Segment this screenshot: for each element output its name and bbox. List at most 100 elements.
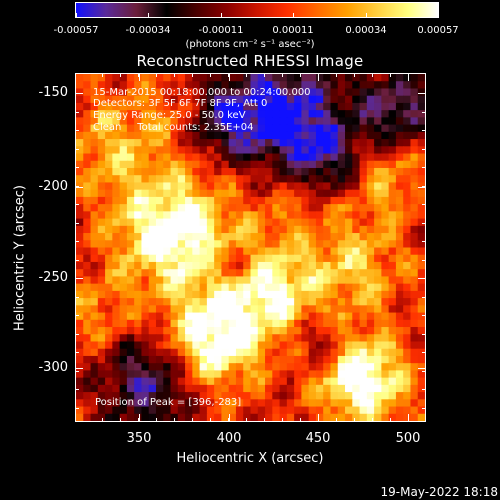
plot-timestamp: 19-May-2022 18:18 (380, 485, 498, 499)
axis-tick-mark (75, 149, 79, 150)
axis-tick-mark (422, 408, 426, 409)
axis-tick-mark (282, 418, 283, 422)
axis-tick-mark (229, 414, 230, 422)
axis-tick-mark (372, 418, 373, 422)
colorbar-unit-label: (photons cm⁻² s⁻¹ asec⁻²) (185, 39, 315, 50)
axis-tick-mark (75, 93, 79, 94)
axis-tick-mark (75, 334, 79, 335)
axis-tick-mark (75, 408, 79, 409)
axis-tick-mark (75, 223, 79, 224)
y-tick-label: -150 (38, 85, 68, 100)
axis-tick-mark (418, 187, 426, 188)
axis-tick-mark (422, 186, 426, 187)
rhessi-image (75, 73, 426, 422)
axis-tick-mark (75, 278, 83, 279)
axis-tick-mark (102, 418, 103, 422)
axis-tick-mark (75, 368, 83, 369)
x-tick-label: 400 (216, 431, 242, 446)
axis-tick-mark (75, 260, 79, 261)
axis-tick-mark (408, 73, 409, 77)
x-tick-label: 350 (126, 431, 152, 446)
x-axis-title: Heliocentric X (arcsec) (176, 451, 324, 466)
axis-tick-mark (210, 73, 211, 77)
axis-tick-mark (156, 73, 157, 77)
colorbar-tick-label: -0.00034 (125, 25, 171, 36)
colorbar-tick-label: 0.00034 (345, 25, 387, 36)
colorbar-tick-mark (76, 13, 77, 18)
axis-tick-mark (336, 73, 337, 77)
axis-tick-mark (102, 73, 103, 77)
axis-tick-mark (422, 93, 426, 94)
axis-tick-mark (139, 73, 140, 81)
axis-tick-mark (422, 112, 426, 113)
y-tick-label: -300 (38, 360, 68, 375)
colorbar (75, 2, 439, 18)
axis-tick-mark (300, 73, 301, 77)
axis-tick-mark (390, 73, 391, 77)
axis-tick-mark (75, 167, 79, 168)
colorbar-tick-label: 0.00011 (272, 25, 314, 36)
axis-tick-mark (422, 297, 426, 298)
axis-tick-mark (174, 418, 175, 422)
colorbar-tick-mark (438, 13, 439, 18)
axis-tick-mark (422, 167, 426, 168)
info-energy-range: Energy Range: 25.0 - 50.0 keV (93, 110, 246, 121)
y-axis-title: Heliocentric Y (arcsec) (12, 185, 28, 331)
axis-tick-mark (336, 418, 337, 422)
axis-tick-mark (75, 112, 79, 113)
axis-tick-mark (390, 418, 391, 422)
axis-tick-mark (210, 418, 211, 422)
axis-tick-mark (75, 278, 79, 279)
axis-tick-mark (228, 418, 229, 422)
axis-tick-mark (422, 371, 426, 372)
colorbar-tick-mark (366, 13, 367, 18)
axis-tick-mark (422, 352, 426, 353)
axis-tick-mark (120, 73, 121, 77)
info-peak-position: Position of Peak = [396,-283] (95, 397, 242, 408)
axis-tick-mark (75, 389, 79, 390)
axis-tick-mark (75, 297, 79, 298)
y-tick-label: -200 (38, 179, 68, 194)
colorbar-tick-mark (293, 13, 294, 18)
axis-tick-mark (75, 371, 79, 372)
axis-tick-mark (75, 241, 79, 242)
axis-tick-mark (372, 73, 373, 77)
axis-tick-mark (422, 260, 426, 261)
axis-tick-mark (422, 334, 426, 335)
axis-tick-mark (422, 130, 426, 131)
info-detectors: Detectors: 3F 5F 6F 7F 8F 9F, Att 0 (93, 98, 268, 109)
axis-tick-mark (282, 73, 283, 77)
axis-tick-mark (354, 418, 355, 422)
axis-tick-mark (229, 73, 230, 81)
axis-tick-mark (264, 73, 265, 77)
axis-tick-mark (75, 93, 83, 94)
axis-tick-mark (75, 187, 83, 188)
colorbar-tick-mark (148, 13, 149, 18)
axis-tick-mark (174, 73, 175, 77)
colorbar-tick-label: -0.00057 (53, 25, 99, 36)
axis-tick-mark (422, 389, 426, 390)
axis-tick-mark (75, 315, 79, 316)
axis-tick-mark (246, 73, 247, 77)
colorbar-tick-label: 0.00057 (417, 25, 459, 36)
axis-tick-mark (422, 204, 426, 205)
axis-tick-mark (422, 278, 426, 279)
axis-tick-mark (408, 418, 409, 422)
axis-tick-mark (228, 73, 229, 77)
axis-tick-mark (75, 130, 79, 131)
axis-tick-mark (75, 352, 79, 353)
axis-tick-mark (422, 315, 426, 316)
axis-tick-mark (192, 73, 193, 77)
axis-tick-mark (156, 418, 157, 422)
axis-tick-mark (408, 73, 409, 81)
colorbar-tick-label: -0.00011 (198, 25, 244, 36)
axis-tick-mark (300, 418, 301, 422)
plot-title: Reconstructed RHESSI Image (136, 52, 364, 70)
axis-tick-mark (422, 223, 426, 224)
axis-tick-mark (192, 418, 193, 422)
axis-tick-mark (120, 418, 121, 422)
axis-tick-mark (264, 418, 265, 422)
info-total-counts: Clean Total counts: 2.35E+04 (93, 122, 254, 133)
x-tick-label: 450 (305, 431, 331, 446)
axis-tick-mark (318, 73, 319, 77)
